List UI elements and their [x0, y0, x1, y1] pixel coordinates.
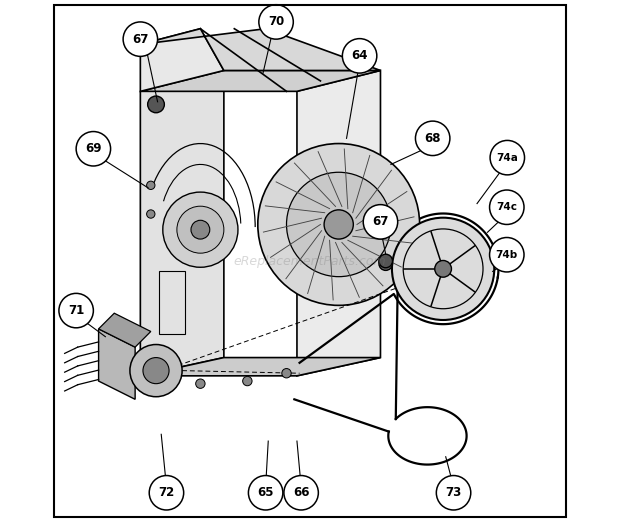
- Circle shape: [242, 376, 252, 386]
- Circle shape: [415, 121, 450, 156]
- Circle shape: [59, 293, 94, 328]
- Circle shape: [196, 379, 205, 388]
- Circle shape: [146, 181, 155, 189]
- Circle shape: [163, 192, 238, 267]
- Polygon shape: [140, 70, 381, 91]
- Circle shape: [177, 206, 224, 253]
- Polygon shape: [140, 70, 224, 376]
- Polygon shape: [99, 313, 151, 347]
- Circle shape: [148, 96, 164, 113]
- Text: 67: 67: [132, 33, 149, 45]
- Text: 74a: 74a: [497, 152, 518, 163]
- Text: 64: 64: [352, 50, 368, 62]
- Circle shape: [490, 140, 525, 175]
- Polygon shape: [140, 29, 224, 91]
- Circle shape: [436, 476, 471, 510]
- Text: 66: 66: [293, 487, 309, 499]
- Circle shape: [379, 254, 392, 268]
- Polygon shape: [140, 358, 381, 376]
- Circle shape: [379, 257, 392, 270]
- Text: 69: 69: [85, 143, 102, 155]
- Text: 70: 70: [268, 16, 284, 28]
- Text: 73: 73: [445, 487, 462, 499]
- Text: 71: 71: [68, 304, 84, 317]
- Polygon shape: [140, 29, 381, 70]
- Text: 67: 67: [372, 216, 389, 228]
- Circle shape: [76, 132, 110, 166]
- Text: 65: 65: [257, 487, 274, 499]
- Text: 68: 68: [425, 132, 441, 145]
- Circle shape: [191, 220, 210, 239]
- Circle shape: [324, 210, 353, 239]
- Circle shape: [123, 22, 157, 56]
- Circle shape: [258, 144, 420, 305]
- Circle shape: [490, 190, 524, 224]
- Text: 74b: 74b: [495, 250, 518, 260]
- Circle shape: [363, 205, 397, 239]
- Circle shape: [249, 476, 283, 510]
- Text: 74c: 74c: [496, 202, 517, 212]
- Circle shape: [149, 476, 184, 510]
- Circle shape: [435, 260, 451, 277]
- Circle shape: [286, 172, 391, 277]
- Circle shape: [490, 238, 524, 272]
- Circle shape: [130, 345, 182, 397]
- Circle shape: [284, 476, 318, 510]
- Circle shape: [282, 369, 291, 378]
- Circle shape: [259, 5, 293, 39]
- Circle shape: [392, 218, 494, 320]
- Circle shape: [146, 210, 155, 218]
- Text: 72: 72: [158, 487, 175, 499]
- Polygon shape: [297, 70, 381, 376]
- Polygon shape: [99, 329, 135, 399]
- Text: eReplacementParts.com: eReplacementParts.com: [234, 255, 386, 267]
- Circle shape: [143, 358, 169, 384]
- Circle shape: [342, 39, 377, 73]
